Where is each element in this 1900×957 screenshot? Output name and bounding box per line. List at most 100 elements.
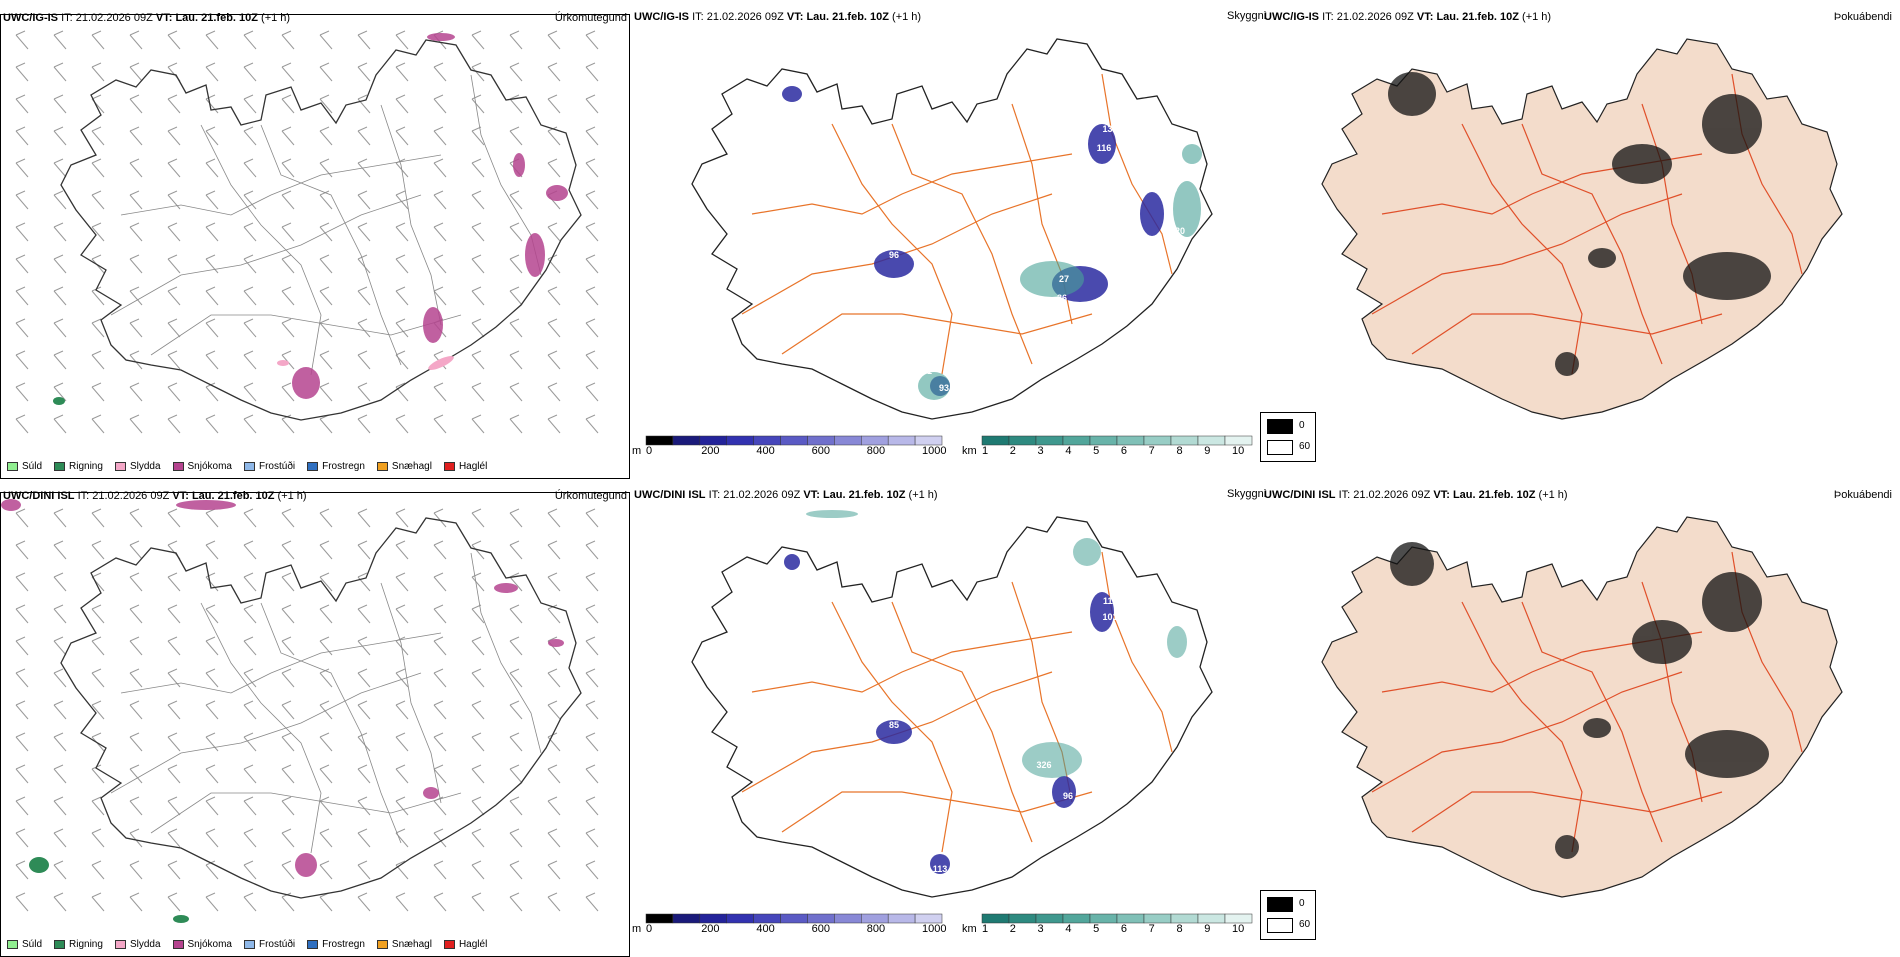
colorbar-tick: 1000 xyxy=(922,445,947,457)
init-time: 21.02.2026 09Z xyxy=(1353,489,1431,501)
visibility-unit: km xyxy=(962,445,977,457)
colorbar-swatch xyxy=(1062,435,1091,446)
fog-key-high: 0 xyxy=(1299,420,1305,431)
road-network xyxy=(741,551,1173,853)
value-label: 326 xyxy=(1036,760,1051,770)
value-label: 101 xyxy=(1102,612,1117,622)
colorbar-tick: 6 xyxy=(1120,923,1127,935)
legend-swatch xyxy=(243,940,255,949)
model-name: UWC/DINI ISL xyxy=(3,490,75,502)
fog-key-low: 60 xyxy=(1299,441,1311,452)
legend-item: Rigning xyxy=(54,939,103,950)
legend-item: Súld xyxy=(7,939,42,950)
legend-swatch xyxy=(243,462,255,471)
colorbar-tick: 8 xyxy=(1176,445,1183,457)
legend-swatch xyxy=(376,462,388,471)
legend-item: Frostregn xyxy=(307,939,365,950)
fog-key-high: 0 xyxy=(1299,898,1305,909)
it-label: IT: xyxy=(61,12,73,24)
valid-time: Lau. 21.feb. 10Z xyxy=(806,11,889,23)
fog-key-high-swatch xyxy=(1267,419,1293,434)
colorbar-swatch xyxy=(981,435,1010,446)
legend-swatch xyxy=(172,940,184,949)
legend-item: Slydda xyxy=(114,461,161,472)
colorbar-tick: 2 xyxy=(1009,923,1016,935)
value-label: 20 xyxy=(1175,226,1185,236)
wind-barbs xyxy=(15,508,599,912)
legend-label: Haglél xyxy=(458,461,488,472)
vt-label: VT: xyxy=(1416,11,1434,23)
legend-item: Frostúði xyxy=(243,939,295,950)
legend-label: Súld xyxy=(22,939,43,950)
colorbar-swatch xyxy=(807,435,835,446)
it-label: IT: xyxy=(1322,11,1334,23)
ceiling-colorbar: m 0 200 400 600 800 1000 xyxy=(632,434,952,460)
low-visibility-areas xyxy=(806,510,1187,778)
legend-label: Snæhagl xyxy=(391,939,432,950)
fog-key-low-swatch xyxy=(1267,440,1293,455)
colorbar-tick: 200 xyxy=(701,445,720,457)
colorbar-tick: 400 xyxy=(756,923,775,935)
precip-type-panel-bottom: UWC/DINI ISL IT: 21.02.2026 09Z VT: Lau.… xyxy=(0,490,630,957)
colorbar-swatch xyxy=(887,435,916,446)
legend-swatch xyxy=(7,940,18,949)
it-label: IT: xyxy=(77,490,90,502)
visibility-colorbar-swatches xyxy=(981,913,1253,924)
vt-label: VT: xyxy=(786,11,804,23)
colorbar-swatch xyxy=(1224,435,1253,446)
colorbar-tick: 800 xyxy=(866,923,886,935)
colorbar-swatch xyxy=(672,435,701,446)
value-label: 41 xyxy=(922,366,932,376)
snow-areas xyxy=(1,499,564,877)
legend-item: Snjókoma xyxy=(172,461,232,472)
colorbar-swatch xyxy=(645,913,674,924)
init-time: 21.02.2026 09Z xyxy=(92,490,170,502)
value-label: 36 xyxy=(1057,293,1067,303)
ceiling-unit: m xyxy=(632,923,642,935)
ceiling-colorbar-swatches xyxy=(645,913,943,924)
colorbar-tick: 6 xyxy=(1120,445,1127,457)
colorbar-swatch xyxy=(914,913,943,924)
colorbar-swatch xyxy=(1089,435,1118,446)
legend-item: Slydda xyxy=(114,939,161,950)
colorbar-swatch xyxy=(1197,435,1226,446)
legend-item: Súld xyxy=(7,461,42,472)
cloud-base-visibility-panel-top: UWC/IG-IS IT: 21.02.2026 09Z VT: Lau. 21… xyxy=(632,10,1266,479)
colorbar-swatch xyxy=(1089,913,1118,924)
iceland-fog-map xyxy=(1321,516,1843,898)
colorbar-swatch xyxy=(861,913,889,924)
colorbar-tick: 9 xyxy=(1204,445,1211,457)
panel-header: UWC/DINI ISL IT: 21.02.2026 09Z VT: Lau.… xyxy=(3,490,307,502)
value-labels: 111 89 101 85 326 96 95 113 xyxy=(889,596,1137,874)
lead-time: (+1 h) xyxy=(908,489,938,501)
vt-label: VT: xyxy=(1433,489,1450,501)
colorbar-tick: 3 xyxy=(1037,445,1044,457)
init-time: 21.02.2026 09Z xyxy=(723,489,801,501)
iceland-cloud-map: 96 131 116 18 20 93 144 118 36 27 41 93 xyxy=(691,38,1213,420)
value-label: 111 xyxy=(1103,596,1117,606)
colorbar-swatch xyxy=(981,913,1010,924)
init-time: 21.02.2026 09Z xyxy=(706,11,784,23)
panel-title: Þokuábendi xyxy=(1833,489,1892,501)
colorbar-swatch xyxy=(1008,913,1037,924)
colorbar-tick: 1000 xyxy=(922,923,947,935)
colorbar-swatch xyxy=(1170,435,1199,446)
colorbar-swatch xyxy=(807,913,835,924)
precip-legend: Súld Rigning Slydda Snjókoma Frostúði Frostre… xyxy=(7,939,487,950)
value-labels: 96 131 116 18 20 93 144 118 36 27 41 93 xyxy=(889,124,1188,393)
legend-swatch xyxy=(307,462,319,471)
value-label: 144 xyxy=(1172,238,1187,248)
legend-label: Súld xyxy=(22,461,43,472)
legend-swatch xyxy=(443,940,455,949)
colorbar-swatch xyxy=(699,435,727,446)
it-label: IT: xyxy=(692,11,704,23)
colorbar-tick: 10 xyxy=(1232,923,1245,935)
value-label: 96 xyxy=(1063,791,1073,801)
visibility-colorbar: km 1 2 3 4 5 6 7 8 9 10 xyxy=(962,912,1262,938)
colorbar-swatch xyxy=(672,913,701,924)
precip-type-panel-top: UWC/IG-IS IT: 21.02.2026 09Z VT: Lau. 21… xyxy=(0,12,630,479)
model-name: UWC/DINI ISL xyxy=(1264,489,1336,501)
fog-indicator-panel-top: UWC/IG-IS IT: 21.02.2026 09Z VT: Lau. 21… xyxy=(1260,11,1892,479)
iceland-outline xyxy=(691,516,1213,898)
colorbar-tick: 7 xyxy=(1148,445,1155,457)
